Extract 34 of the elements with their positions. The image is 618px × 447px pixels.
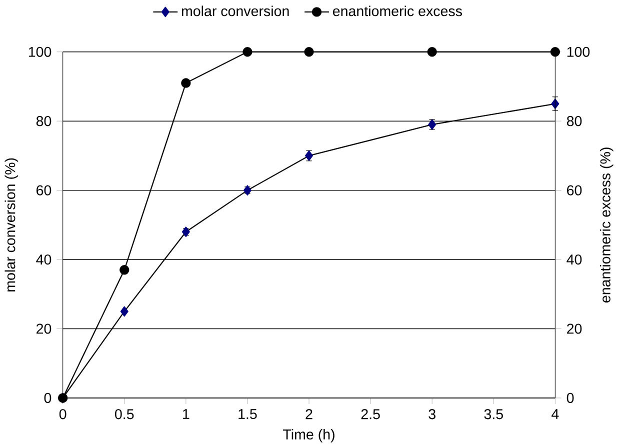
y-tick-label: 60 <box>36 185 52 196</box>
legend-label: molar conversion <box>182 6 289 16</box>
x-tick-label: 2 <box>306 409 312 420</box>
x-tick-label: 1.5 <box>238 409 257 420</box>
x-tick-label: 3.5 <box>484 409 503 420</box>
x-tick-label: 2.5 <box>361 409 380 420</box>
y-tick-label: 0 <box>44 392 52 403</box>
y2-tick-label: 80 <box>566 116 582 126</box>
point <box>120 265 130 275</box>
legend-label: enantiomeric excess <box>332 6 462 16</box>
point <box>181 78 191 88</box>
x-tick-label: 0.5 <box>115 409 134 420</box>
point <box>120 306 128 317</box>
point <box>242 46 252 57</box>
y-tick-label: 100 <box>28 46 52 57</box>
x-axis-title: Time (h) <box>283 428 334 442</box>
y-tick-label: 80 <box>36 116 52 126</box>
y2-tick-label: 100 <box>567 46 590 57</box>
y-axis-title: molar conversion (%) <box>4 158 18 292</box>
y2-tick-label: 60 <box>567 185 582 196</box>
y2-tick-label: 40 <box>566 254 582 265</box>
point <box>550 46 560 57</box>
x-tick-label: 1 <box>183 409 190 419</box>
y-tick-label: 20 <box>36 324 52 334</box>
y2-axis-title: enantiomeric excess (%) <box>600 148 614 302</box>
y2-tick-label: 0 <box>566 392 574 403</box>
point <box>304 46 314 57</box>
x-tick-label: 0 <box>59 409 66 420</box>
x-tick-label: 4 <box>552 409 559 419</box>
y2-tick-label: 20 <box>567 324 582 334</box>
point <box>427 46 437 57</box>
x-tick-label: 3 <box>428 409 436 420</box>
point <box>551 98 560 109</box>
y-tick-label: 40 <box>36 254 52 265</box>
